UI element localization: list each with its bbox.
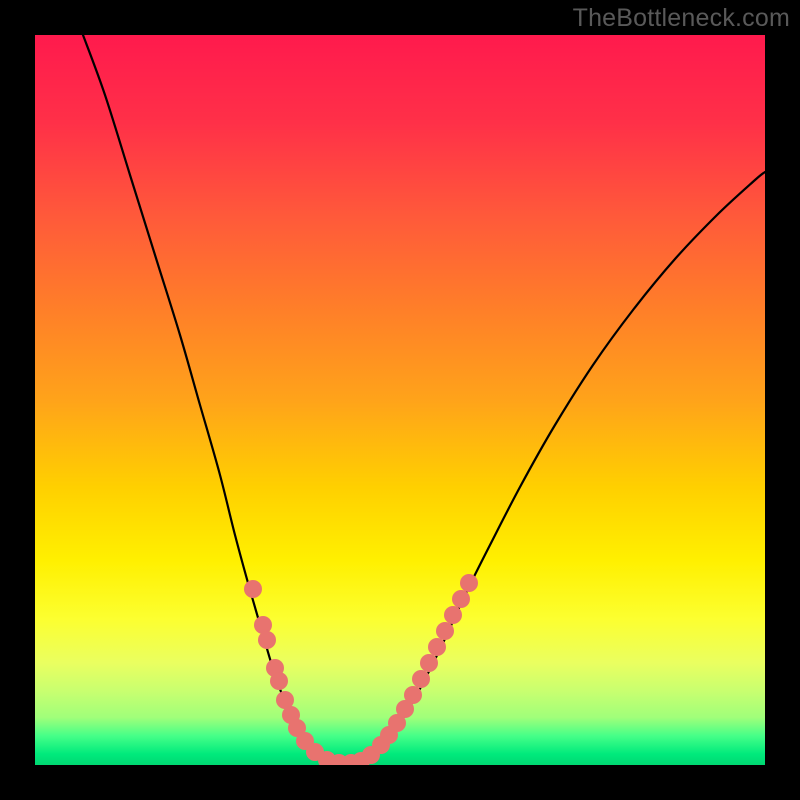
image-frame: TheBottleneck.com — [0, 0, 800, 800]
watermark-text: TheBottleneck.com — [573, 4, 790, 33]
marker-dot — [270, 672, 288, 690]
marker-dot — [244, 580, 262, 598]
marker-dot — [428, 638, 446, 656]
marker-dot — [412, 670, 430, 688]
marker-dot — [460, 574, 478, 592]
marker-dot — [436, 622, 454, 640]
plot-area — [35, 35, 765, 765]
marker-cluster — [35, 35, 765, 765]
marker-dot — [404, 686, 422, 704]
marker-dot — [258, 631, 276, 649]
marker-dot — [444, 606, 462, 624]
marker-dot — [420, 654, 438, 672]
marker-dot — [452, 590, 470, 608]
